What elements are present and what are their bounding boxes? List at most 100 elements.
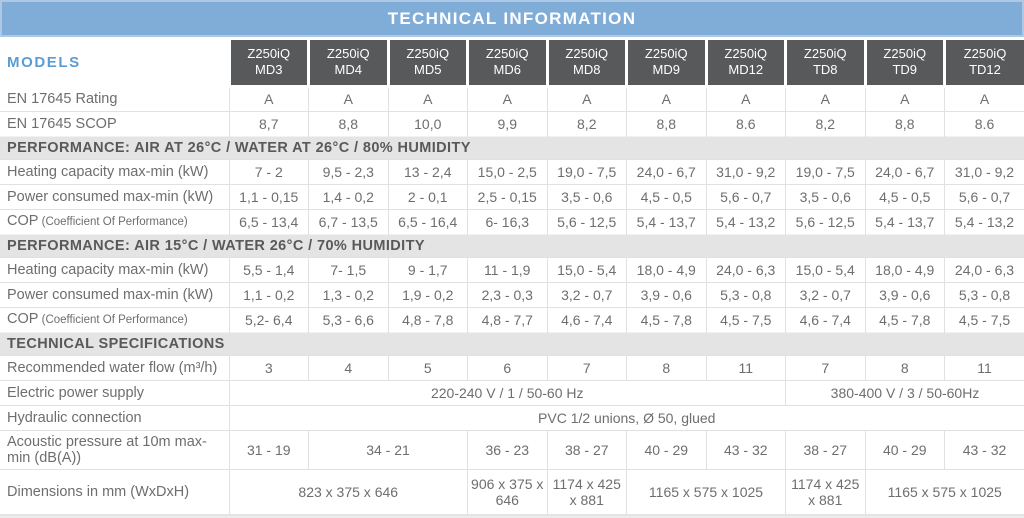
value-cell: 7- 1,5 [308,256,388,282]
model-column-header: Z250iQ MD6 [466,40,547,88]
value-cell: 5,6 - 12,5 [785,208,865,234]
value-cell: 220-240 V / 1 / 50-60 Hz [228,379,786,405]
value-cell: 5,4 - 13,7 [626,208,706,234]
value-cell: A [467,85,547,111]
value-cell: 6,5 - 16,4 [387,208,468,234]
value-cell: 5,3 - 6,6 [308,306,388,332]
value-cell: 906 x 375 x 646 [467,468,547,514]
value-cell: 3,2 - 0,7 [546,281,627,307]
model-column-header: Z250iQ TD8 [784,40,865,88]
value-cell: A [626,85,706,111]
value-cell: 9,9 [467,110,547,136]
section-row: PERFORMANCE: AIR AT 26°C / WATER AT 26°C… [0,135,1024,159]
value-cell: 7 [546,354,627,380]
table-row: EN 17645 SCOP 8,7 8,8 10,0 9,9 8,2 8,8 8.6 8,2 8,… [0,110,1024,136]
row-label: Power consumed max-min (kW) [0,281,229,307]
page-title: TECHNICAL INFORMATION [0,0,1024,37]
value-cell: 1,3 - 0,2 [308,281,388,307]
section-header: TECHNICAL SPECIFICATIONS [0,331,1024,355]
page-title-text: TECHNICAL INFORMATION [387,8,637,28]
row-label: Acoustic pressure at 10m max-min (dB(A)) [0,429,229,469]
value-cell: 5 [387,354,468,380]
value-cell: 1165 x 575 x 1025 [864,468,1024,514]
divider [0,37,1024,40]
models-header-row: MODELS Z250iQ MD3 Z250iQ MD4 Z250iQ MD5 Z250iQ… [0,40,1024,88]
value-cell: 15,0 - 2,5 [467,158,547,184]
value-cell: 3,5 - 0,6 [546,183,627,209]
value-cell: 31 - 19 [228,429,309,469]
row-label: COP (Coefficient Of Performance) [0,306,229,332]
value-cell: 1174 x 425 x 881 [785,468,865,514]
row-label: Electric power supply [0,379,229,405]
value-cell: 5,6 - 12,5 [546,208,627,234]
value-cell: 6- 16,3 [467,208,547,234]
value-cell: 9 - 1,7 [387,256,468,282]
row-label: COP (Coefficient Of Performance) [0,208,229,234]
table-row: Power consumed max-min (kW) 1,1 - 0,2 1,3 … [0,281,1024,307]
value-cell: 5,2- 6,4 [228,306,309,332]
value-cell: 24,0 - 6,3 [705,256,786,282]
value-cell: 7 [785,354,865,380]
value-cell: 5,6 - 0,7 [705,183,786,209]
value-cell: A [705,85,786,111]
value-cell: 8,8 [308,110,388,136]
model-column-header: Z250iQ MD12 [704,40,786,88]
value-cell: A [944,85,1024,111]
value-cell: 40 - 29 [626,429,706,469]
value-cell: A [864,85,945,111]
technical-table: MODELS Z250iQ MD3 Z250iQ MD4 Z250iQ MD5 Z250iQ… [0,40,1024,514]
section-header: PERFORMANCE: AIR 15°C / WATER 26°C / 70%… [0,233,1024,257]
table-row: Electric power supply 220-240 V / 1 / 50-… [0,379,1024,405]
value-cell: 5,6 - 0,7 [944,183,1024,209]
value-cell: A [546,85,627,111]
section-header: PERFORMANCE: AIR AT 26°C / WATER AT 26°C… [0,135,1024,159]
value-cell: 38 - 27 [785,429,865,469]
row-label: Heating capacity max-min (kW) [0,256,229,282]
value-cell: 19,0 - 7,5 [546,158,627,184]
value-cell: A [785,85,865,111]
model-column-header: Z250iQ MD9 [625,40,706,88]
value-cell: 40 - 29 [864,429,945,469]
value-cell: 8,2 [546,110,627,136]
value-cell: 5,4 - 13,2 [944,208,1024,234]
value-cell: 4,5 - 0,5 [864,183,945,209]
value-cell: A [228,85,309,111]
value-cell: 8,2 [785,110,865,136]
value-cell: 11 - 1,9 [467,256,547,282]
value-cell: A [308,85,388,111]
row-label: Power consumed max-min (kW) [0,183,229,209]
value-cell: 380-400 V / 3 / 50-60Hz [785,379,1024,405]
value-cell: 11 [705,354,786,380]
value-cell: PVC 1/2 unions, Ø 50, glued [228,404,1024,430]
model-column-header: Z250iQ TD9 [863,40,945,88]
value-cell: 34 - 21 [308,429,468,469]
value-cell: 4,5 - 7,8 [626,306,706,332]
value-cell: 1165 x 575 x 1025 [626,468,786,514]
value-cell: 4,5 - 7,5 [944,306,1024,332]
value-cell: 18,0 - 4,9 [864,256,945,282]
value-cell: 1,4 - 0,2 [308,183,388,209]
table-row: COP (Coefficient Of Performance) 5,2- 6,4… [0,306,1024,332]
value-cell: 8.6 [944,110,1024,136]
table-row: Heating capacity max-min (kW) 5,5 - 1,4 7-… [0,256,1024,282]
models-label: MODELS [0,40,229,88]
value-cell: 15,0 - 5,4 [785,256,865,282]
value-cell: 11 [944,354,1024,380]
table-row: Recommended water flow (m³/h) 3 4 5 6 7 8 11 7 8 1… [0,354,1024,380]
table-row: Hydraulic connection PVC 1/2 unions, Ø 50… [0,404,1024,430]
row-label: EN 17645 SCOP [0,110,229,136]
value-cell: 3,5 - 0,6 [785,183,865,209]
value-cell: 43 - 32 [944,429,1024,469]
table-row: Acoustic pressure at 10m max-min (dB(A))… [0,429,1024,469]
row-label: Dimensions in mm (WxDxH) [0,468,229,514]
value-cell: 24,0 - 6,3 [944,256,1024,282]
value-cell: 2,5 - 0,15 [467,183,547,209]
model-column-header: Z250iQ TD12 [943,40,1024,88]
value-cell: 3 [228,354,309,380]
value-cell: 1,9 - 0,2 [387,281,468,307]
row-label: Recommended water flow (m³/h) [0,354,229,380]
value-cell: 5,4 - 13,2 [705,208,786,234]
value-cell: 6,5 - 13,4 [228,208,309,234]
value-cell: 31,0 - 9,2 [705,158,786,184]
